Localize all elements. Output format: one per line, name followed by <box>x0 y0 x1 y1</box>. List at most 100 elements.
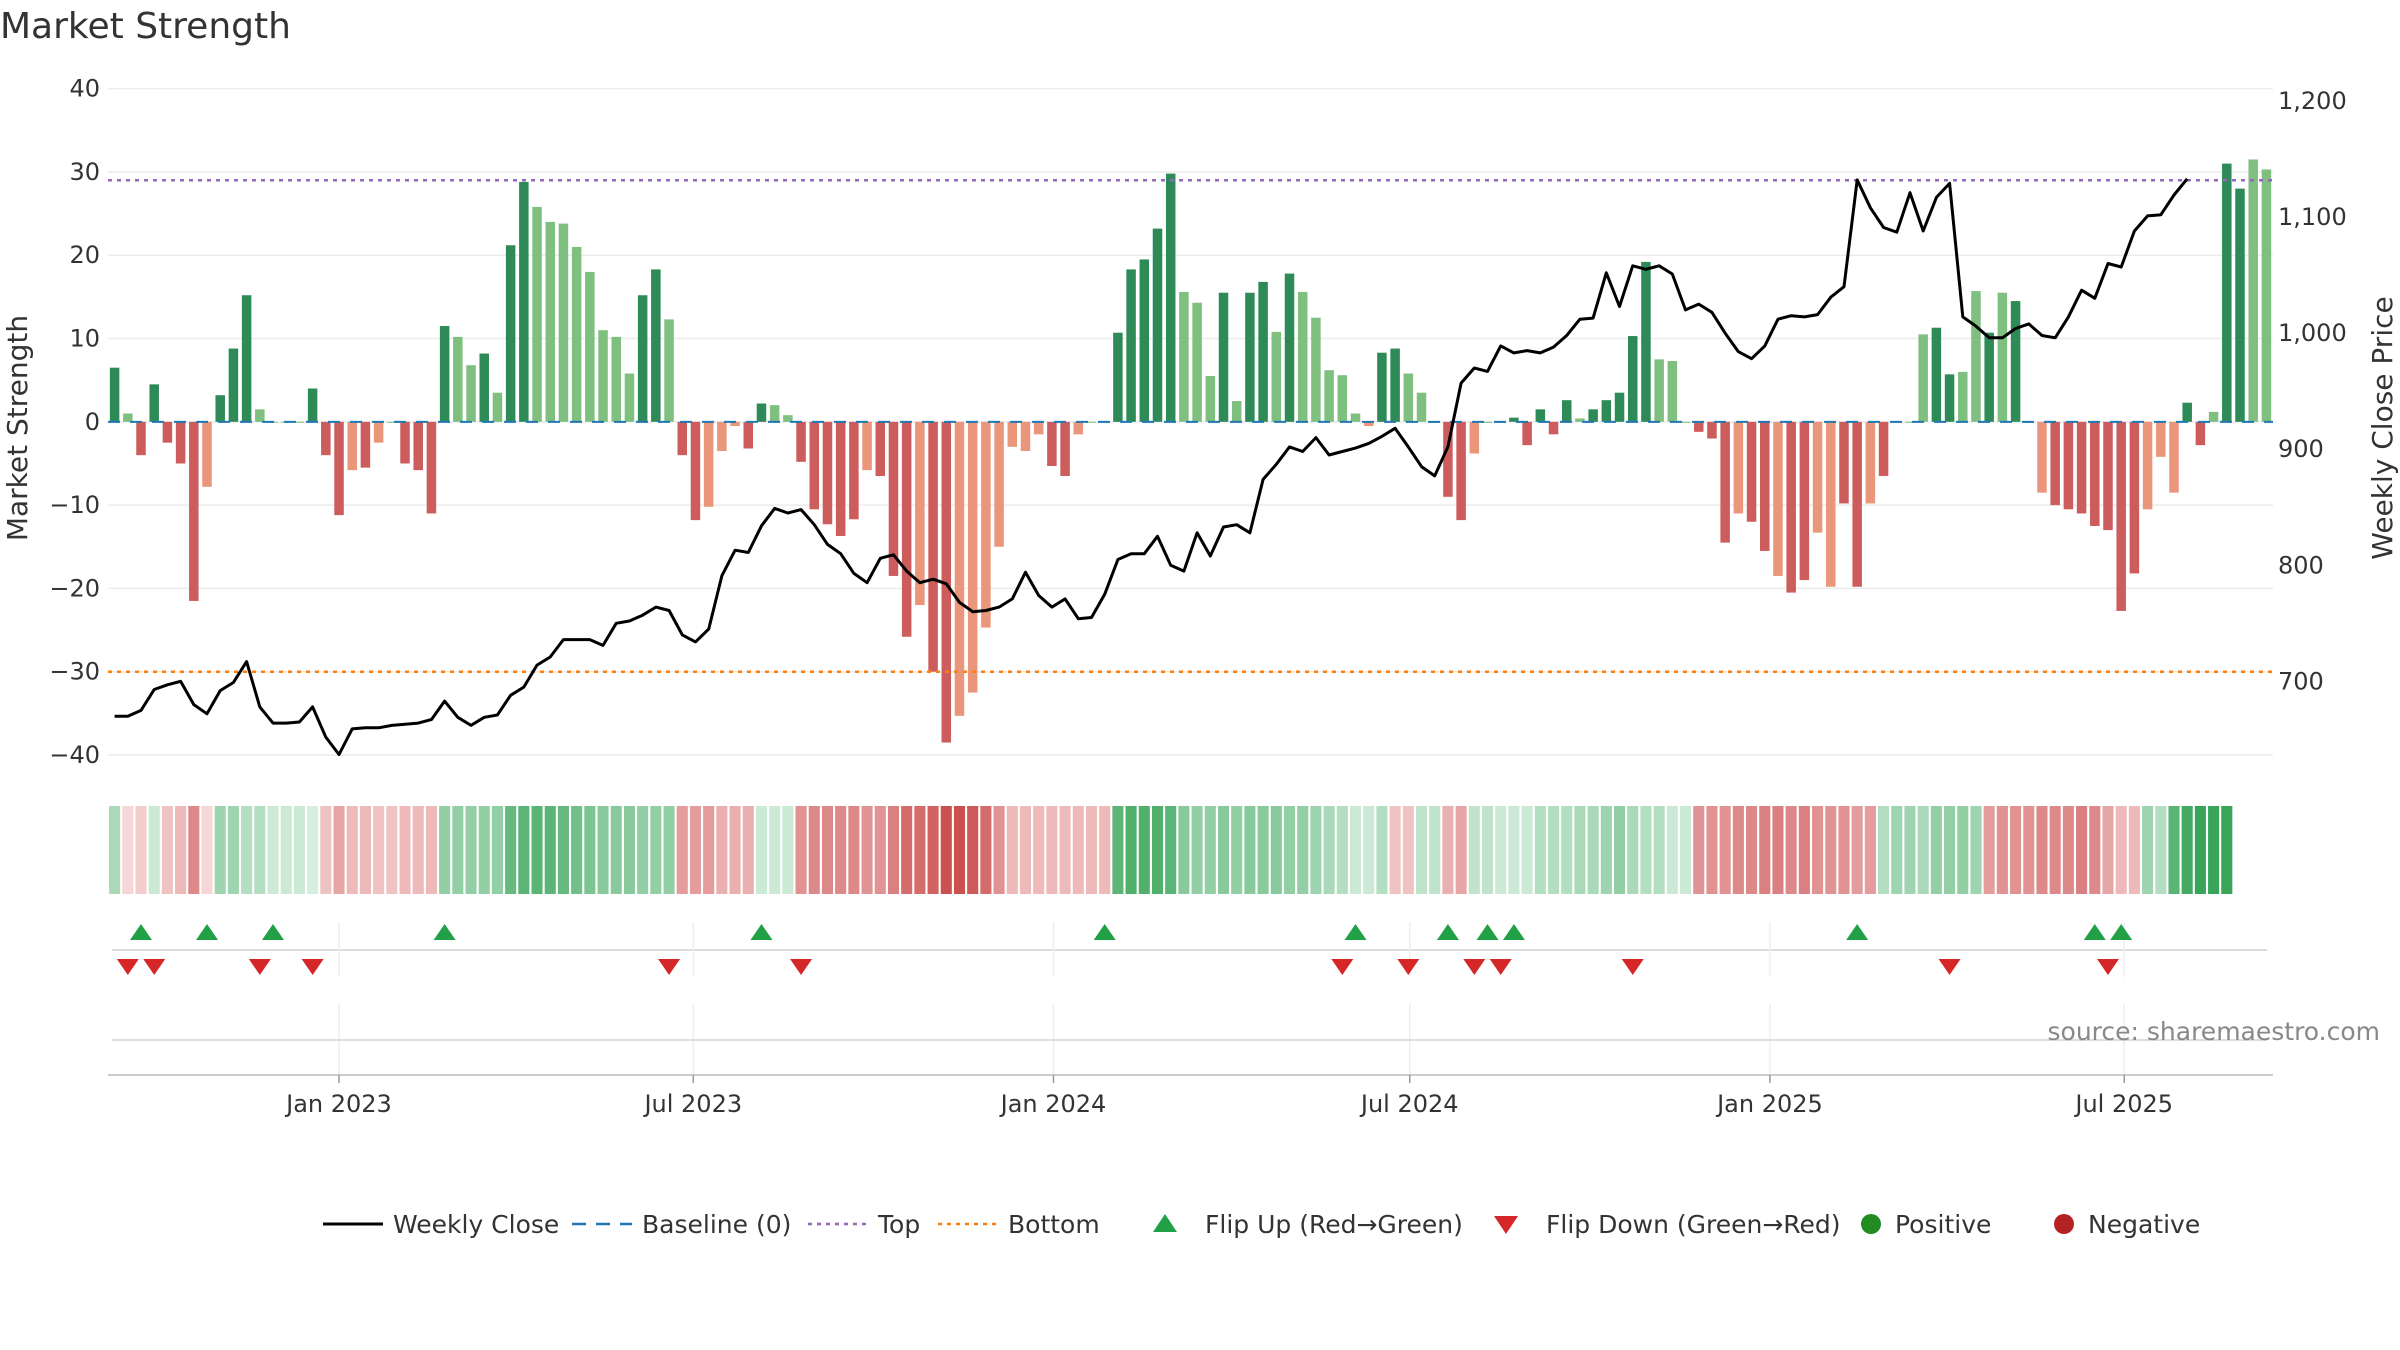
heat-cell <box>663 806 675 894</box>
strength-bar <box>1958 371 1968 422</box>
y-tick-label: 30 <box>69 158 100 186</box>
heat-cell <box>241 806 253 894</box>
heat-cell <box>1600 806 1612 894</box>
heat-cell <box>161 806 173 894</box>
legend-item: Weekly Close <box>323 1210 559 1239</box>
heat-cell <box>2023 806 2035 894</box>
legend-label: Bottom <box>1008 1210 1100 1239</box>
strength-bar <box>1165 173 1176 422</box>
strength-bar <box>373 421 384 443</box>
heat-cell <box>742 806 754 894</box>
legend-item: Positive <box>1861 1210 1991 1239</box>
strength-bar <box>703 421 714 507</box>
strength-bar <box>202 421 212 487</box>
strength-bar <box>1073 421 1084 435</box>
heat-cell <box>1402 806 1414 894</box>
heat-cell <box>1270 806 1282 894</box>
strength-bar <box>1390 348 1400 422</box>
flip-down-marker <box>248 959 271 975</box>
strength-bar <box>136 421 146 456</box>
heat-cell <box>716 806 728 894</box>
heat-cell <box>1231 806 1243 894</box>
x-tick-label: Jul 2023 <box>642 1090 742 1118</box>
legend-label: Baseline (0) <box>642 1210 791 1239</box>
strength-bar <box>598 330 608 422</box>
flip-down-marker <box>116 959 139 975</box>
legend-label: Weekly Close <box>393 1210 559 1239</box>
strength-bar <box>796 421 806 462</box>
strength-bar <box>1416 392 1427 422</box>
heat-cell <box>755 806 768 894</box>
strength-bar <box>651 269 661 422</box>
heat-cell <box>320 806 332 894</box>
heat-cell <box>1772 806 1784 894</box>
heat-cell <box>769 806 781 894</box>
heat-cell <box>1046 806 1058 894</box>
heat-cell <box>835 806 847 894</box>
heat-cell <box>2221 806 2233 894</box>
strength-bar <box>677 421 688 456</box>
heat-cell <box>188 806 200 894</box>
heat-cell <box>1495 806 1507 894</box>
heat-cell <box>452 806 464 894</box>
strength-bar <box>1377 352 1387 422</box>
strength-bar <box>1192 302 1202 422</box>
flip-down-marker <box>1938 959 1961 975</box>
heat-cell <box>571 806 583 894</box>
heat-cell <box>491 806 503 894</box>
strength-bar <box>994 421 1004 547</box>
heat-cell <box>782 806 794 894</box>
strength-bar <box>2169 421 2179 493</box>
heat-cell <box>1455 806 1467 894</box>
heat-cell <box>531 806 543 894</box>
heat-cell <box>2168 806 2180 894</box>
heat-cell <box>1706 806 1718 894</box>
heat-cell <box>1468 806 1480 894</box>
flip-up-marker <box>750 924 773 940</box>
strength-bar <box>479 353 489 422</box>
strength-bar <box>360 421 371 468</box>
heat-cell <box>1112 806 1124 894</box>
heat-cell <box>109 806 121 894</box>
heat-cell <box>2062 806 2074 894</box>
heat-cell <box>1059 806 1071 894</box>
flip-up-marker <box>196 924 219 940</box>
strength-bar <box>743 421 754 449</box>
legend-item: Bottom <box>938 1210 1100 1239</box>
heat-cell <box>267 806 279 894</box>
strength-bar <box>1760 421 1770 551</box>
heat-cell <box>2089 806 2101 894</box>
heat-cell <box>1944 806 1956 894</box>
strength-bar <box>1918 334 1928 422</box>
heat-cell <box>1349 806 1362 894</box>
strength-bar <box>1654 359 1664 422</box>
strength-bar <box>1231 401 1242 422</box>
y-tick-label: 20 <box>69 241 100 269</box>
legend-item: Negative <box>2054 1210 2200 1239</box>
strength-bar <box>1799 421 1810 581</box>
y2-tick-label: 1,100 <box>2278 203 2347 231</box>
heat-cell <box>1481 806 1494 894</box>
strength-bar <box>294 421 305 423</box>
heat-cell <box>1191 806 1203 894</box>
heat-cell <box>227 806 239 894</box>
flip-down-marker <box>658 959 681 975</box>
heat-cell <box>861 806 873 894</box>
strength-bar <box>387 421 397 423</box>
flip-up-marker <box>1436 924 1459 940</box>
heat-cell <box>1297 806 1309 894</box>
y2-tick-label: 800 <box>2278 551 2324 579</box>
strength-bar <box>611 336 621 422</box>
heat-cell <box>1310 806 1322 894</box>
strength-bar <box>862 421 872 471</box>
strength-bar <box>2195 421 2206 446</box>
heat-cell <box>1746 806 1758 894</box>
heat-cell <box>307 806 319 894</box>
strength-bar <box>2010 301 2021 422</box>
y-tick-label: −10 <box>49 491 100 519</box>
flip-up-marker <box>1846 924 1869 940</box>
heat-cell <box>1072 806 1084 894</box>
strength-bar <box>1839 421 1849 504</box>
strength-bar <box>875 421 886 476</box>
y2-axis-title: Weekly Close Price <box>2366 296 2399 559</box>
